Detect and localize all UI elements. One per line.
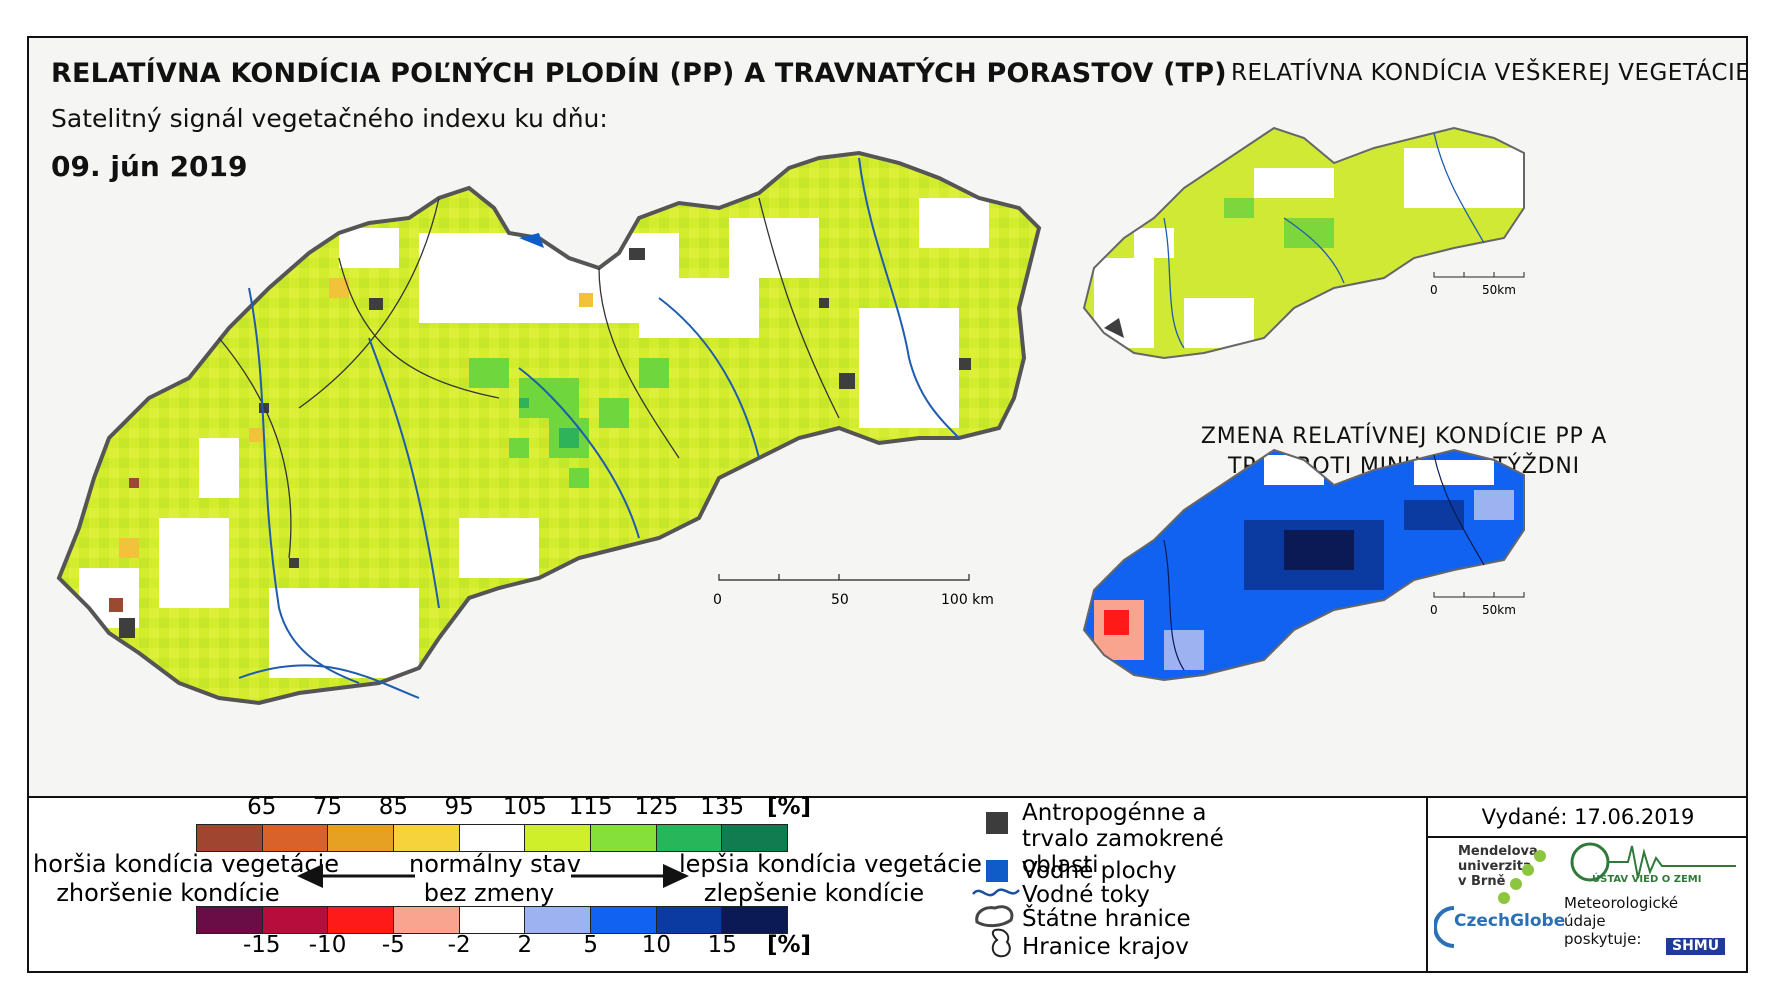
water-body-icon	[986, 860, 1008, 882]
condition-swatch-4	[459, 825, 526, 851]
condition-swatch-6	[591, 825, 657, 851]
change-swatch-8	[722, 907, 788, 933]
change-swatch-5	[525, 907, 592, 933]
change-color-bar	[196, 906, 788, 934]
worse-label: horšia kondícia vegetácie	[33, 850, 340, 878]
map-frame: RELATÍVNA KONDÍCIA POĽNÝCH PLODÍN (PP) A…	[27, 36, 1748, 973]
condition-tick-7: 135	[700, 794, 745, 820]
main-title: RELATÍVNA KONDÍCIA POĽNÝCH PLODÍN (PP) A…	[51, 58, 1227, 89]
condition-swatch-0	[197, 825, 263, 851]
change-swatch-1	[262, 907, 329, 933]
legend-rivers: Vodné toky	[1022, 882, 1150, 908]
legend-panel: 65 75 85 95 105 115 125 135 [%] -15 -10 -5 -2 2 5 10 1…	[29, 794, 1746, 971]
subtitle: Satelitný signál vegetačného indexu ku d…	[51, 104, 608, 133]
change-unit: [%]	[767, 932, 812, 958]
czechglobe-logo-icon	[1434, 906, 1455, 948]
change-map	[1083, 449, 1525, 681]
condition-swatch-3	[394, 825, 460, 851]
svg-text:50km: 50km	[1482, 283, 1516, 297]
scalebar-label-50: 50	[831, 592, 849, 608]
change-swatch-4	[459, 907, 526, 933]
right-arrow-icon	[571, 864, 689, 888]
condition-swatch-1	[262, 825, 329, 851]
svg-text:50km: 50km	[1482, 603, 1516, 617]
condition-swatch-5	[525, 825, 592, 851]
issued-box: Vydané: 17.06.2019 Mendelova univerzita …	[1426, 798, 1746, 971]
change-swatch-3	[394, 907, 460, 933]
normal-label: normálny stav	[409, 850, 581, 878]
scalebar-label-100: 100 km	[941, 592, 994, 608]
change-tick-2: -5	[381, 932, 405, 958]
condition-tick-5: 115	[568, 794, 613, 820]
condition-color-bar	[196, 824, 788, 852]
scalebar-label-0: 0	[713, 592, 722, 608]
change-tick-0: -15	[242, 932, 281, 958]
change-tick-6: 10	[641, 932, 672, 958]
anthropogenic-area-icon	[986, 812, 1008, 834]
legend-state-border: Štátne hranice	[1022, 906, 1191, 932]
condition-tick-3: 95	[444, 794, 474, 820]
condition-tick-1: 75	[312, 794, 343, 820]
change-swatch-7	[656, 907, 723, 933]
change-swatch-0	[197, 907, 263, 933]
change-tick-4: 2	[517, 932, 533, 958]
uvz-logo-icon	[1570, 842, 1736, 882]
svg-text:0: 0	[1430, 603, 1438, 617]
czechglobe-logo-text: CzechGlobe	[1454, 911, 1566, 931]
legend-water-bodies: Vodné plochy	[1022, 858, 1177, 884]
vegetation-condition-map	[1083, 127, 1525, 359]
river-icon	[972, 888, 1020, 897]
better-change-label: zlepšenie kondície	[703, 879, 925, 907]
right-map-title: RELATÍVNA KONDÍCIA VEŠKEREJ VEGETÁCIE	[1231, 60, 1748, 86]
change-tick-7: 15	[707, 932, 737, 958]
shmu-logo: SHMÚ	[1666, 938, 1726, 955]
condition-tick-6: 125	[634, 794, 679, 820]
condition-unit: [%]	[767, 794, 812, 820]
left-arrow-icon	[297, 864, 415, 888]
condition-swatch-2	[328, 825, 395, 851]
condition-swatch-7	[656, 825, 723, 851]
meteo-credit-text: Meteorologické údaje poskytuje:	[1564, 894, 1679, 948]
small-scalebar-bottom: 0 50km	[1430, 592, 1525, 617]
change-swatch-2	[328, 907, 395, 933]
better-label: lepšia kondícia vegetácie	[679, 850, 982, 878]
no-change-label: bez zmeny	[423, 879, 555, 907]
region-border-icon	[991, 928, 1011, 958]
change-tick-5: 5	[583, 932, 598, 958]
date-label: 09. jún 2019	[51, 150, 248, 183]
condition-tick-4: 105	[502, 794, 547, 820]
mendel-logo-text: Mendelova univerzita v Brně	[1458, 844, 1538, 889]
small-scalebar-top: 0 50km	[1430, 272, 1525, 297]
issued-date: Vydané: 17.06.2019	[1428, 798, 1746, 838]
main-scalebar: 0 50 100 km	[713, 574, 994, 608]
change-tick-1: -10	[308, 932, 347, 958]
mendel-dots-icon	[1498, 850, 1546, 904]
state-border-icon	[975, 905, 1014, 928]
change-swatch-6	[591, 907, 657, 933]
uvz-logo-text: ÚSTAV VIED O ZEMI	[1592, 874, 1702, 885]
legend-region-border: Hranice krajov	[1022, 934, 1189, 960]
legend-anthropogenic: Antropogénne a trvalo zamokrené oblasti	[1022, 800, 1224, 878]
worse-change-label: zhoršenie kondície	[56, 879, 280, 907]
main-map	[57, 151, 1041, 705]
svg-text:0: 0	[1430, 283, 1438, 297]
condition-swatch-8	[722, 825, 788, 851]
change-tick-3: -2	[447, 932, 471, 958]
condition-tick-2: 85	[378, 794, 408, 820]
condition-tick-0: 65	[247, 794, 277, 820]
